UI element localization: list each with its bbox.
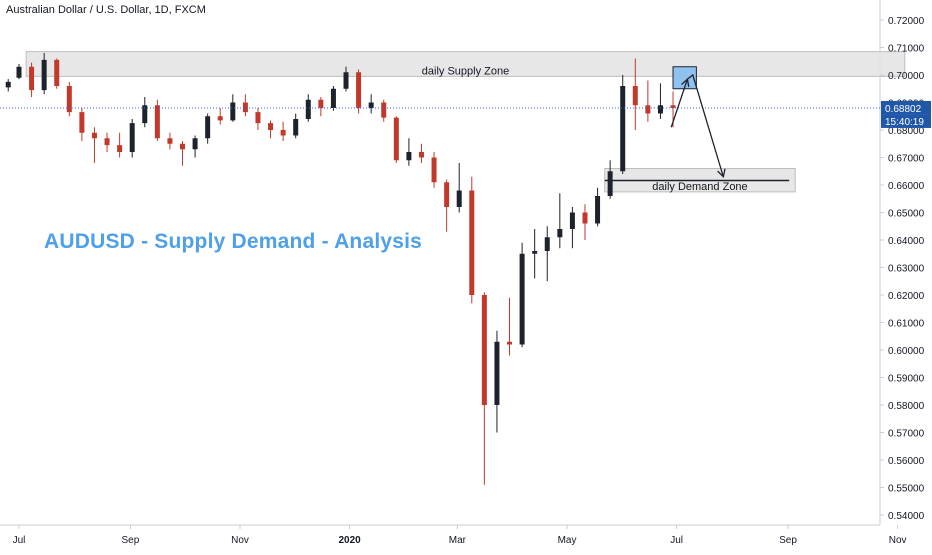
countdown-tag — [881, 114, 931, 128]
candle-body — [657, 105, 663, 114]
candle-body — [16, 66, 22, 78]
price-tick-label: 0.65000 — [888, 209, 925, 220]
price-tick-label: 0.56000 — [888, 456, 925, 467]
time-tick-label: Jul — [13, 535, 26, 546]
candle-body — [569, 212, 575, 229]
price-tick-label: 0.58000 — [888, 401, 925, 412]
candle-body — [91, 132, 97, 139]
candle-body — [142, 105, 148, 124]
price-tick-label: 0.57000 — [888, 429, 925, 440]
candle-body — [54, 59, 60, 86]
time-tick-label: Jul — [670, 535, 683, 546]
zone-label-demand: daily Demand Zone — [652, 181, 747, 193]
candle-body — [205, 116, 211, 139]
price-tick-label: 0.62000 — [888, 291, 925, 302]
last-price-tag — [881, 100, 931, 115]
candle-body — [305, 99, 311, 119]
candle-body — [79, 112, 85, 133]
candle-body — [255, 112, 261, 124]
candle-body — [632, 86, 638, 106]
candle-body — [29, 66, 35, 91]
candle-body — [645, 105, 651, 114]
arrowhead-down — [717, 168, 726, 179]
candle-body — [595, 196, 601, 224]
candle-body — [104, 138, 110, 146]
candle-body — [242, 102, 248, 113]
time-tick-label: Sep — [779, 535, 797, 546]
time-tick-label: Sep — [122, 535, 140, 546]
candle-body — [293, 119, 299, 136]
candle-body — [129, 123, 135, 152]
time-tick-label: Nov — [889, 535, 907, 546]
candle-body — [670, 105, 676, 108]
price-tick-label: 0.54000 — [888, 511, 925, 522]
candle-body — [481, 295, 487, 405]
candle-body — [607, 171, 613, 196]
candle-body — [431, 157, 437, 183]
price-tick-label: 0.64000 — [888, 236, 925, 247]
candle-body — [544, 237, 550, 251]
price-tick-label: 0.63000 — [888, 264, 925, 275]
candle-body — [557, 229, 563, 238]
candle-body — [230, 102, 236, 121]
candle-body — [5, 81, 11, 88]
candle-body — [167, 138, 173, 144]
time-axis: Jul Sep Nov 2020 Mar May Jul Sep Nov — [13, 525, 907, 546]
zone-label-supply: daily Supply Zone — [422, 65, 509, 77]
candle-body — [41, 59, 47, 91]
price-tick-label: 0.70000 — [888, 71, 925, 82]
chart-title: Australian Dollar / U.S. Dollar, 1D, FXC… — [6, 4, 206, 16]
candle-body — [268, 123, 274, 130]
candle-body — [418, 152, 424, 158]
price-tick-label: 0.61000 — [888, 319, 925, 330]
candle-body — [393, 117, 399, 161]
candle-body — [368, 102, 374, 108]
price-tick-label: 0.66000 — [888, 181, 925, 192]
time-tick-label: May — [558, 535, 577, 546]
candle-body — [217, 116, 223, 121]
candle-body — [117, 145, 123, 152]
candle-body — [343, 72, 349, 89]
candle-body — [406, 152, 412, 161]
price-tick-label: 0.67000 — [888, 154, 925, 165]
candle-body — [469, 190, 475, 295]
candle-body — [620, 86, 626, 172]
candle-body — [280, 130, 286, 136]
candle-body — [356, 72, 362, 108]
price-tick-label: 0.60000 — [888, 346, 925, 357]
candle-body — [456, 190, 462, 207]
last-price-tag-label: 0.68802 — [885, 104, 922, 115]
price-tick-label: 0.59000 — [888, 374, 925, 385]
price-axis: 0.720000.710000.700000.690000.680000.670… — [880, 16, 925, 522]
analysis-watermark: AUDUSD - Supply Demand - Analysis — [44, 230, 423, 253]
candles-group — [5, 53, 676, 485]
time-tick-label: 2020 — [338, 535, 361, 546]
time-tick-label: Nov — [231, 535, 249, 546]
price-tick-label: 0.72000 — [888, 16, 925, 27]
arrowhead-up — [681, 77, 690, 88]
countdown-tag-label: 15:40:19 — [885, 117, 924, 128]
zone-rect-0 — [25, 51, 906, 77]
candle-body — [330, 88, 336, 108]
candle-body — [66, 86, 72, 113]
time-tick-label: Mar — [449, 535, 467, 546]
candle-body — [180, 143, 186, 150]
candle-body — [381, 102, 387, 118]
candle-body — [507, 341, 513, 345]
projection-path — [670, 73, 724, 177]
price-tick-label: 0.71000 — [888, 44, 925, 55]
price-tick-label: 0.68000 — [888, 126, 925, 137]
candle-body — [532, 251, 538, 254]
candle-body — [582, 212, 588, 224]
candle-body — [494, 341, 500, 405]
price-tick-label: 0.55000 — [888, 484, 925, 495]
candle-body — [154, 105, 160, 139]
candle-body — [192, 138, 198, 150]
candle-body — [444, 182, 450, 207]
candle-body — [318, 99, 324, 108]
candle-body — [519, 253, 525, 345]
